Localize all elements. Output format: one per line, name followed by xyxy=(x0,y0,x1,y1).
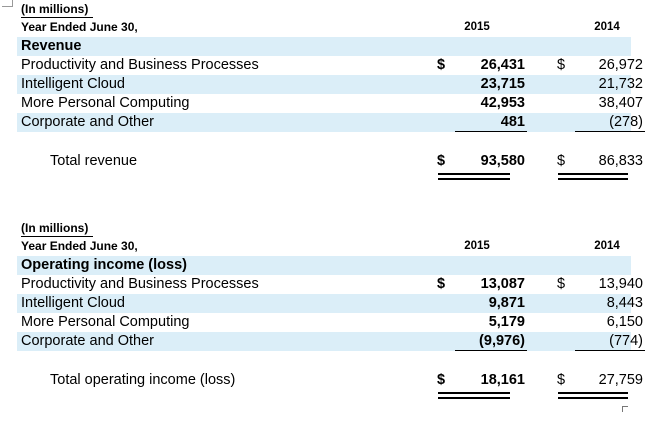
row-label: Intelligent Cloud xyxy=(21,76,125,92)
operating-section-row: Operating income (loss) xyxy=(17,256,631,275)
table-row: Corporate and Other (9,976) (774) xyxy=(17,332,645,351)
revenue-section-title: Revenue xyxy=(21,38,82,54)
value-text: 13,087 xyxy=(480,276,525,292)
currency-symbol: $ xyxy=(437,276,446,292)
subtotal-underline xyxy=(575,131,645,132)
double-underline xyxy=(558,178,628,180)
value-text: 38,407 xyxy=(598,95,643,111)
row-label: Productivity and Business Processes xyxy=(21,276,259,292)
currency-symbol: $ xyxy=(557,153,566,169)
value-text: (278) xyxy=(609,114,643,130)
row-label: More Personal Computing xyxy=(21,314,190,330)
table-row: Productivity and Business Processes $ 26… xyxy=(17,56,643,75)
double-underline xyxy=(438,178,510,180)
table-row: More Personal Computing 42,953 38,407 xyxy=(17,94,643,113)
row-label: Corporate and Other xyxy=(21,333,154,349)
operating-year-2014: 2014 xyxy=(594,240,620,252)
revenue-units-row: (In millions) xyxy=(17,0,631,19)
table-row: Intelligent Cloud 9,871 8,443 xyxy=(17,294,643,313)
currency-symbol: $ xyxy=(557,372,566,388)
double-underline xyxy=(438,397,510,399)
revenue-period-row: Year Ended June 30, 2015 2014 xyxy=(17,18,631,37)
currency-symbol: $ xyxy=(437,153,446,169)
total-label: Total revenue xyxy=(50,153,138,169)
total-row: Total revenue $ 93,580 $ 86,833 xyxy=(17,152,643,171)
corner-tick xyxy=(622,406,628,412)
value-text: 6,150 xyxy=(606,314,643,330)
currency-symbol: $ xyxy=(437,57,446,73)
operating-units-row: (In millions) xyxy=(17,219,631,238)
revenue-year-2015: 2015 xyxy=(464,21,490,33)
value-text: 86,833 xyxy=(598,153,643,169)
row-label: Productivity and Business Processes xyxy=(21,57,259,73)
total-label: Total operating income (loss) xyxy=(50,372,236,388)
value-text: (774) xyxy=(609,333,643,349)
operating-year-2015: 2015 xyxy=(464,240,490,252)
value-text: 9,871 xyxy=(488,295,525,311)
value-text: 8,443 xyxy=(606,295,643,311)
value-text: 23,715 xyxy=(480,76,525,92)
value-text: 42,953 xyxy=(480,95,525,111)
operating-units-underline xyxy=(21,236,93,237)
double-underline xyxy=(438,173,510,175)
double-underline xyxy=(558,397,628,399)
revenue-section-row: Revenue xyxy=(17,37,631,56)
double-underline xyxy=(558,173,628,175)
table-row: More Personal Computing 5,179 6,150 xyxy=(17,313,643,332)
subtotal-underline xyxy=(455,350,527,351)
revenue-units-label: (In millions) xyxy=(21,2,89,16)
value-text: 13,940 xyxy=(598,276,643,292)
operating-units-label: (In millions) xyxy=(21,221,89,235)
value-text: 26,972 xyxy=(598,57,643,73)
revenue-period-label: Year Ended June 30, xyxy=(21,20,138,34)
currency-symbol: $ xyxy=(437,372,446,388)
row-label: Intelligent Cloud xyxy=(21,295,125,311)
value-text: (9,976) xyxy=(479,333,525,349)
table-row: Intelligent Cloud 23,715 21,732 xyxy=(17,75,643,94)
corner-marker xyxy=(2,0,13,7)
value-text: 93,580 xyxy=(480,153,525,169)
value-text: 18,161 xyxy=(480,372,525,388)
currency-symbol: $ xyxy=(557,276,566,292)
double-underline xyxy=(558,392,628,394)
value-text: 21,732 xyxy=(598,76,643,92)
value-text: 481 xyxy=(500,114,525,130)
subtotal-underline xyxy=(455,131,527,132)
table-row: Corporate and Other 481 (278) xyxy=(17,113,645,132)
row-label: More Personal Computing xyxy=(21,95,190,111)
double-underline xyxy=(438,392,510,394)
value-text: 27,759 xyxy=(598,372,643,388)
table-row: Productivity and Business Processes $ 13… xyxy=(17,275,643,294)
row-label: Corporate and Other xyxy=(21,114,154,130)
operating-period-label: Year Ended June 30, xyxy=(21,239,138,253)
revenue-year-2014: 2014 xyxy=(594,21,620,33)
value-text: 5,179 xyxy=(488,314,525,330)
operating-section-title: Operating income (loss) xyxy=(21,257,187,273)
operating-period-row: Year Ended June 30, 2015 2014 xyxy=(17,237,631,256)
total-row: Total operating income (loss) $ 18,161 $… xyxy=(17,371,643,390)
value-text: 26,431 xyxy=(480,57,525,73)
revenue-units-underline xyxy=(21,17,93,18)
currency-symbol: $ xyxy=(557,57,566,73)
subtotal-underline xyxy=(575,350,645,351)
